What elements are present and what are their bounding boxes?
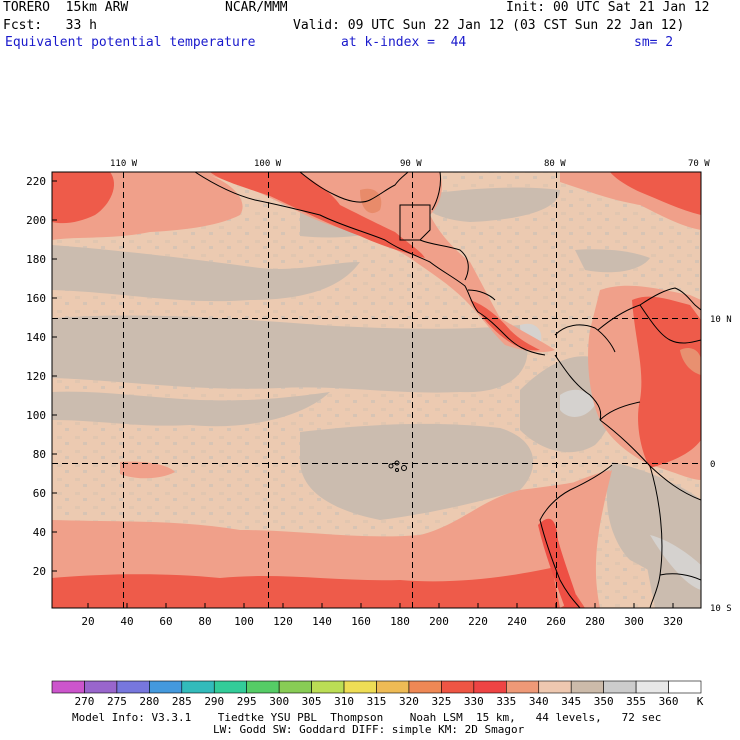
x-tick-label: 80 xyxy=(198,615,211,628)
lon-label-90w: 90 W xyxy=(400,159,422,169)
y-tick-label: 40 xyxy=(33,526,46,539)
colorbar-swatch xyxy=(376,680,410,694)
y-axis: 220 200 180 160 140 120 100 80 60 40 20 xyxy=(26,175,57,578)
lon-label-100w: 100 W xyxy=(254,159,282,169)
colorbar-swatch xyxy=(181,680,215,694)
x-tick-label: 100 xyxy=(234,615,254,628)
lat-label-10n: 10 N xyxy=(710,315,732,325)
colorbar-label: 305 xyxy=(302,695,322,708)
x-tick-label: 180 xyxy=(390,615,410,628)
valid-time: Valid: 09 UTC Sun 22 Jan 12 (03 CST Sun … xyxy=(293,18,685,33)
lon-label-110w: 110 W xyxy=(110,159,138,169)
colorbar-swatch xyxy=(343,680,377,694)
colorbar-swatch xyxy=(441,680,475,694)
colorbar-swatch xyxy=(213,680,248,694)
x-tick-label: 200 xyxy=(429,615,449,628)
colorbar-swatch xyxy=(51,680,85,694)
colorbar-label: 270 xyxy=(75,695,95,708)
organization-label: NCAR/MMM xyxy=(225,0,288,15)
x-tick-label: 20 xyxy=(81,615,94,628)
colorbar-swatch xyxy=(84,680,118,694)
y-tick-label: 200 xyxy=(26,214,46,227)
y-tick-label: 160 xyxy=(26,292,46,305)
x-tick-label: 160 xyxy=(351,615,371,628)
colorbar-label: 285 xyxy=(172,695,192,708)
colorbar-swatch xyxy=(278,680,312,694)
x-tick-label: 240 xyxy=(507,615,527,628)
init-time: Init: 00 UTC Sat 21 Jan 12 xyxy=(506,0,710,15)
coastlines xyxy=(194,172,701,608)
level-index: at k-index = 44 xyxy=(341,35,467,50)
y-tick-label: 180 xyxy=(26,253,46,266)
colorbar-swatch xyxy=(473,680,507,694)
map-frame xyxy=(51,171,702,609)
colorbar-label: 295 xyxy=(237,695,257,708)
colorbar-label: 355 xyxy=(626,695,646,708)
colorbar-label: 320 xyxy=(399,695,419,708)
colorbar-swatch xyxy=(246,680,280,694)
colorbar-label: 315 xyxy=(367,695,387,708)
colorbar-label: 325 xyxy=(431,695,451,708)
colorbar-label: 350 xyxy=(594,695,614,708)
x-tick-label: 40 xyxy=(120,615,133,628)
colorbar-label: 300 xyxy=(269,695,289,708)
x-tick-label: 320 xyxy=(663,615,683,628)
model-title: TORERO 15km ARW xyxy=(3,0,129,15)
colorbar-label: 310 xyxy=(334,695,354,708)
colorbar: 270 275 280 285 290 295 300 305 310 315 320 325 330 3… xyxy=(51,680,702,708)
colorbar-swatch xyxy=(603,680,637,694)
colorbar-swatch xyxy=(538,680,572,694)
field-name: Equivalent potential temperature xyxy=(5,35,256,50)
model-info-line1: Model Info: V3.3.1 Tiedtke YSU PBL Thomp… xyxy=(72,711,662,724)
colorbar-swatch xyxy=(505,680,540,694)
y-tick-label: 220 xyxy=(26,175,46,188)
colorbar-swatch xyxy=(116,680,150,694)
y-tick-label: 100 xyxy=(26,409,46,422)
x-tick-label: 120 xyxy=(273,615,293,628)
x-axis: 20 40 60 80 100 120 140 160 180 200 220 … xyxy=(81,603,683,628)
lon-label-80w: 80 W xyxy=(544,159,566,169)
lat-label-10s: 10 S xyxy=(710,604,732,614)
colorbar-swatch xyxy=(311,680,345,694)
y-tick-label: 20 xyxy=(33,565,46,578)
smoothing-label: sm= 2 xyxy=(634,35,674,50)
warm-bands xyxy=(52,172,701,608)
y-tick-label: 140 xyxy=(26,331,46,344)
x-tick-label: 280 xyxy=(585,615,605,628)
x-tick-label: 220 xyxy=(468,615,488,628)
model-info-line2: LW: Godd SW: Goddard DIFF: simple KM: 2D… xyxy=(213,723,525,736)
lat-lon-grid xyxy=(52,172,701,608)
x-tick-label: 260 xyxy=(546,615,566,628)
colorbar-label: 360 xyxy=(659,695,679,708)
y-tick-label: 120 xyxy=(26,370,46,383)
x-tick-label: 140 xyxy=(312,615,332,628)
colorbar-label: 290 xyxy=(204,695,224,708)
map-panel xyxy=(52,172,701,608)
x-tick-label: 60 xyxy=(159,615,172,628)
x-tick-label: 300 xyxy=(624,615,644,628)
colorbar-swatch xyxy=(668,680,702,694)
lat-label-0: 0 xyxy=(710,460,715,470)
colorbar-label: 330 xyxy=(464,695,484,708)
forecast-hour: Fcst: 33 h xyxy=(3,18,97,33)
colorbar-label: 345 xyxy=(561,695,581,708)
y-tick-label: 80 xyxy=(33,448,46,461)
lon-label-70w: 70 W xyxy=(688,159,710,169)
colorbar-unit: K xyxy=(697,695,704,708)
y-tick-label: 60 xyxy=(33,487,46,500)
colorbar-label: 275 xyxy=(107,695,127,708)
colorbar-swatch xyxy=(149,680,183,694)
colorbar-swatch xyxy=(408,680,442,694)
colorbar-swatch xyxy=(635,680,669,694)
colorbar-swatch xyxy=(570,680,604,694)
colorbar-label: 340 xyxy=(529,695,549,708)
colorbar-label: 280 xyxy=(139,695,159,708)
colorbar-label: 335 xyxy=(496,695,516,708)
